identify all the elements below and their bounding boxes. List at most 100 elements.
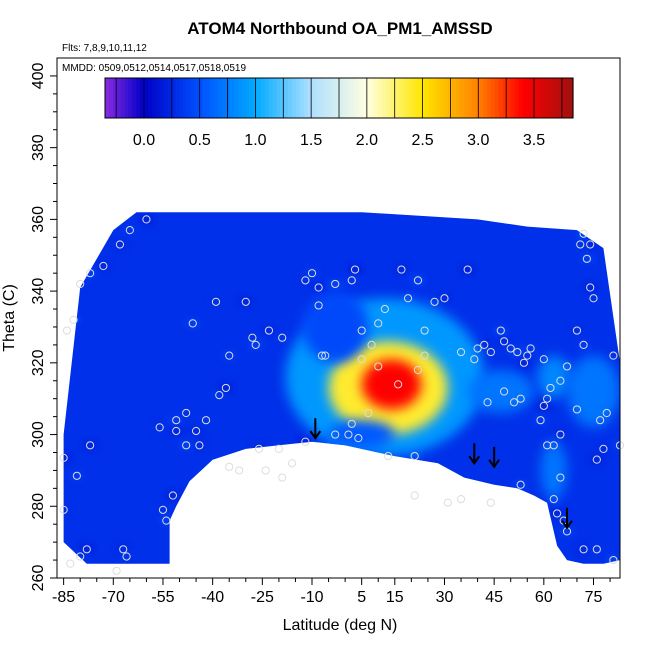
observation-point xyxy=(158,505,168,514)
colorbar-swatch xyxy=(112,78,118,118)
field-cell xyxy=(513,479,528,490)
observation-point xyxy=(357,326,366,335)
field-cell xyxy=(523,343,538,354)
field-cell xyxy=(116,544,131,555)
field-cell xyxy=(199,415,214,426)
observation-point xyxy=(261,466,270,475)
observation-point xyxy=(499,337,509,346)
colorbar-swatch xyxy=(346,78,352,118)
colorbar-swatch xyxy=(183,78,188,118)
field-hotspot xyxy=(537,355,571,399)
marker-arrows xyxy=(309,418,573,530)
colorbar-swatch xyxy=(350,78,356,118)
colorbar-swatch xyxy=(136,78,141,118)
observation-point xyxy=(69,315,78,324)
field-cell xyxy=(261,325,276,336)
observation-point xyxy=(278,473,287,482)
field-cell xyxy=(589,544,604,555)
colorbar-swatch xyxy=(249,78,254,118)
colorbar-swatch xyxy=(510,78,516,118)
observation-point xyxy=(516,394,525,403)
colorbar-swatch xyxy=(362,78,367,118)
observation-point xyxy=(374,362,383,371)
observation-point xyxy=(367,340,376,349)
colorbar-swatch xyxy=(385,78,391,118)
colorbar-swatch xyxy=(268,78,274,118)
field-cell xyxy=(556,515,571,526)
colorbar-swatch xyxy=(163,78,168,118)
field-cell xyxy=(394,264,409,275)
field-cell xyxy=(579,253,594,264)
observation-point xyxy=(172,426,181,436)
observation-point xyxy=(82,545,91,554)
observation-point xyxy=(579,545,588,554)
field-cell xyxy=(606,350,621,361)
colorbar-swatch xyxy=(257,78,262,118)
colorbar-swatch xyxy=(483,78,488,118)
observation-point xyxy=(182,408,191,418)
colorbar-swatch xyxy=(327,78,332,118)
observation-point xyxy=(572,326,582,335)
observation-point xyxy=(62,326,72,335)
observation-point xyxy=(155,423,164,432)
observation-point xyxy=(344,430,353,439)
x-tick-label: -85 xyxy=(52,589,75,606)
observation-point xyxy=(354,434,363,443)
field-cell xyxy=(493,325,508,336)
observation-points xyxy=(59,215,625,575)
colorbar-swatch xyxy=(105,78,110,118)
field-cell xyxy=(560,526,575,537)
colorbar-swatch xyxy=(284,78,289,118)
observation-point xyxy=(470,355,479,364)
observation-point xyxy=(410,491,419,500)
field-cell xyxy=(410,275,425,286)
observation-point xyxy=(225,462,234,471)
observation-point xyxy=(519,358,529,367)
arrow-marker xyxy=(468,443,481,465)
observation-point xyxy=(76,279,85,289)
field-cell xyxy=(576,339,591,350)
colorbar-swatch xyxy=(378,78,383,118)
field-cell xyxy=(222,350,237,361)
colorbar-swatch xyxy=(397,78,402,118)
field-cell xyxy=(298,275,313,286)
colorbar-swatch xyxy=(522,78,527,118)
observation-point xyxy=(486,498,495,507)
colorbar-swatch xyxy=(175,78,180,118)
observation-point xyxy=(122,552,131,561)
field-cell xyxy=(122,225,137,236)
observation-point xyxy=(586,283,595,292)
observation-point xyxy=(539,355,548,364)
field-cell xyxy=(348,264,363,275)
observation-point xyxy=(549,495,558,504)
colorbar-tick-label: 1.5 xyxy=(300,132,322,149)
colorbar-swatch xyxy=(342,78,348,118)
colorbar-swatch xyxy=(311,78,317,118)
colorbar-swatch xyxy=(518,78,523,118)
field-cell xyxy=(165,490,180,501)
colorbar-swatch xyxy=(108,78,114,118)
x-tick-label: 30 xyxy=(436,589,454,606)
field-cell xyxy=(119,551,134,562)
observation-point xyxy=(162,516,171,525)
colorbar-swatch xyxy=(541,78,547,118)
colorbar-swatch xyxy=(237,78,243,118)
observation-point xyxy=(248,333,257,342)
observation-point xyxy=(463,265,472,274)
colorbar-swatch xyxy=(487,78,492,118)
field-cell xyxy=(460,264,475,275)
colorbar-swatch xyxy=(159,78,165,118)
y-tick-label: 320 xyxy=(30,349,47,376)
field-cell xyxy=(83,440,98,451)
colorbar-swatch xyxy=(307,78,313,118)
colorbar-swatch xyxy=(261,78,266,118)
observation-point xyxy=(86,441,95,450)
colorbar-swatch xyxy=(210,78,215,118)
observation-point xyxy=(473,344,482,353)
colorbar-swatch xyxy=(323,78,328,118)
observation-point xyxy=(317,351,327,360)
field-cell xyxy=(596,443,611,454)
colorbar-swatch xyxy=(292,78,297,118)
colorbar-tick-label: 3.0 xyxy=(467,132,489,149)
observation-point xyxy=(420,351,429,360)
